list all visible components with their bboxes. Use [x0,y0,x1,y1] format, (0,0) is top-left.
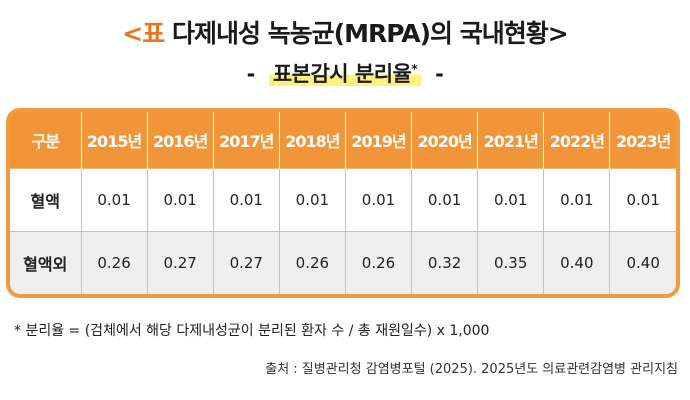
table-cell: 0.40 [609,231,676,294]
header-cell: 2018년 [279,112,346,169]
page-subtitle: - 표본감시 분리율* - [0,58,690,88]
table-cell: 0.40 [543,231,611,294]
row-label: 혈액 [10,167,82,232]
row-label: 혈액외 [10,231,82,294]
table-cell: 0.27 [147,231,214,294]
table-cell: 0.26 [279,231,346,294]
header-cell: 구분 [10,112,82,169]
header-cell: 2016년 [147,112,214,169]
footnote: * 분리율 = (검체에서 해당 다제내성균이 분리된 환자 수 / 총 재원일… [14,323,490,339]
subtitle-highlight: 표본감시 분리율* [268,62,422,86]
table-cell: 0.01 [543,167,611,232]
header-cell: 2015년 [81,112,148,169]
table-cell: 0.01 [147,167,214,232]
header-cell: 2021년 [477,112,545,169]
table-cell: 0.01 [81,167,148,232]
title-lead: <표 [122,19,165,48]
subtitle-dash-right: - [435,62,444,86]
subtitle-dash-left: - [246,62,256,86]
table-cell: 0.27 [213,231,280,294]
subtitle-asterisk: * [411,62,418,76]
table-cell: 0.35 [477,231,545,294]
header-cell: 2022년 [543,112,611,169]
table-cell: 0.01 [345,167,413,232]
source-citation: 출처 : 질병관리청 감염병포털 (2025). 2025년도 의료관련감염병 … [265,362,678,377]
header-cell: 2020년 [411,112,479,169]
header-cell: 2019년 [345,112,413,169]
table-cell: 0.01 [279,167,346,232]
table-cell: 0.26 [345,231,413,294]
isolation-rate-table: 구분 2015년 2016년 2017년 2018년 2019년 2020년 2… [10,112,676,294]
table-cell: 0.01 [411,167,479,232]
table-cell: 0.26 [81,231,148,294]
header-cell: 2023년 [609,112,676,169]
table-cell: 0.32 [411,231,479,294]
page-title: <표 다제내성 녹농균(MRPA)의 국내현황> [0,14,690,50]
table-cell: 0.01 [213,167,280,232]
table-cell: 0.01 [609,167,676,232]
table-header-row: 구분 2015년 2016년 2017년 2018년 2019년 2020년 2… [10,112,676,169]
table-row: 혈액 0.01 0.01 0.01 0.01 0.01 0.01 0.01 0.… [10,167,676,232]
title-text: 다제내성 녹농균(MRPA)의 국내현황> [171,19,569,48]
table-row: 혈액외 0.26 0.27 0.27 0.26 0.26 0.32 0.35 0… [10,231,676,294]
data-table-frame: 구분 2015년 2016년 2017년 2018년 2019년 2020년 2… [6,108,680,298]
table-cell: 0.01 [477,167,545,232]
subtitle-text: 표본감시 분리율 [272,62,412,86]
header-cell: 2017년 [213,112,280,169]
